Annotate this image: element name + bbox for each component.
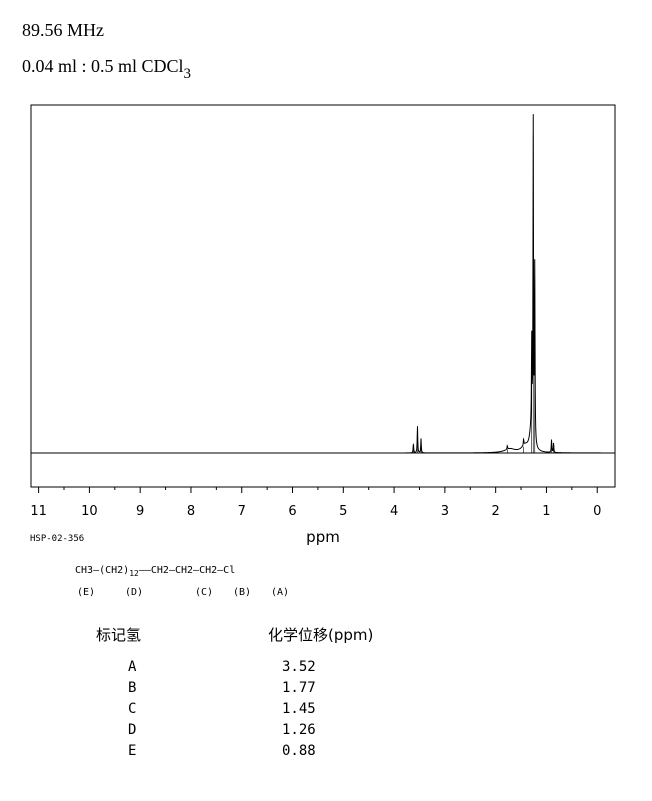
sample-description: 0.04 ml : 0.5 ml CDCl3 (22, 56, 191, 83)
spectrometer-frequency: 89.56 MHz (22, 20, 104, 40)
plot-frame (30, 104, 616, 488)
table-header-label: 标记氢 (96, 626, 142, 644)
table-row-label: E (128, 743, 137, 759)
x-tick-label: 0 (593, 504, 601, 519)
group-a: CH2 (199, 565, 218, 576)
table-row-label: A (128, 659, 137, 675)
peak-markers (413, 135, 554, 453)
sample-main-text: 0.04 ml : 0.5 ml CDCl (22, 56, 184, 76)
group-cl: Cl (223, 565, 236, 576)
label-a: (A) (271, 587, 290, 598)
table-row-shift: 3.52 (282, 659, 316, 675)
group-c: CH2 (150, 565, 169, 576)
x-tick-label: 8 (187, 504, 195, 519)
x-tick-label: 7 (238, 504, 246, 519)
label-e: (E) (77, 587, 96, 598)
x-tick-label: 9 (136, 504, 144, 519)
x-tick-label: 1 (542, 504, 550, 519)
group-d: (CH2) (99, 565, 130, 576)
group-e: CH3 (75, 565, 94, 576)
label-c: (C) (195, 587, 214, 598)
spectrum-trace (31, 114, 615, 454)
table-row-label: C (128, 701, 137, 717)
x-tick-label: 5 (339, 504, 347, 519)
table-row-shift: 0.88 (282, 743, 316, 759)
table-row-shift: 1.45 (282, 701, 316, 717)
x-tick-label: 4 (390, 504, 398, 519)
table-header-shift: 化学位移(ppm) (268, 626, 374, 644)
x-tick-label: 3 (441, 504, 449, 519)
x-axis-label: ppm (306, 528, 340, 546)
x-axis-tick-labels: 11 10 9 8 7 6 5 4 3 2 1 0 (30, 504, 601, 519)
group-b: CH2 (174, 565, 194, 576)
table-row-shift: 1.77 (282, 680, 316, 696)
nmr-spectrum-chart: 11 10 9 8 7 6 5 4 3 2 1 0 ppm (30, 104, 616, 546)
table-row-shift: 1.26 (282, 722, 316, 738)
table-row-label: B (128, 680, 137, 696)
structure-formula: CH3—(CH2)12——CH2—CH2—CH2—Cl (75, 565, 236, 578)
x-axis-ticks (38, 487, 598, 493)
sample-subscript: 3 (183, 66, 192, 82)
repeat-count: 12 (129, 569, 139, 578)
label-d: (D) (125, 587, 144, 598)
spectrum-code: HSP-02-356 (30, 534, 85, 544)
label-b: (B) (233, 587, 252, 598)
x-tick-label: 2 (492, 504, 500, 519)
x-tick-label: 6 (288, 504, 296, 519)
x-tick-label: 10 (81, 504, 98, 519)
table-row-label: D (128, 722, 137, 738)
x-tick-label: 11 (30, 504, 47, 519)
